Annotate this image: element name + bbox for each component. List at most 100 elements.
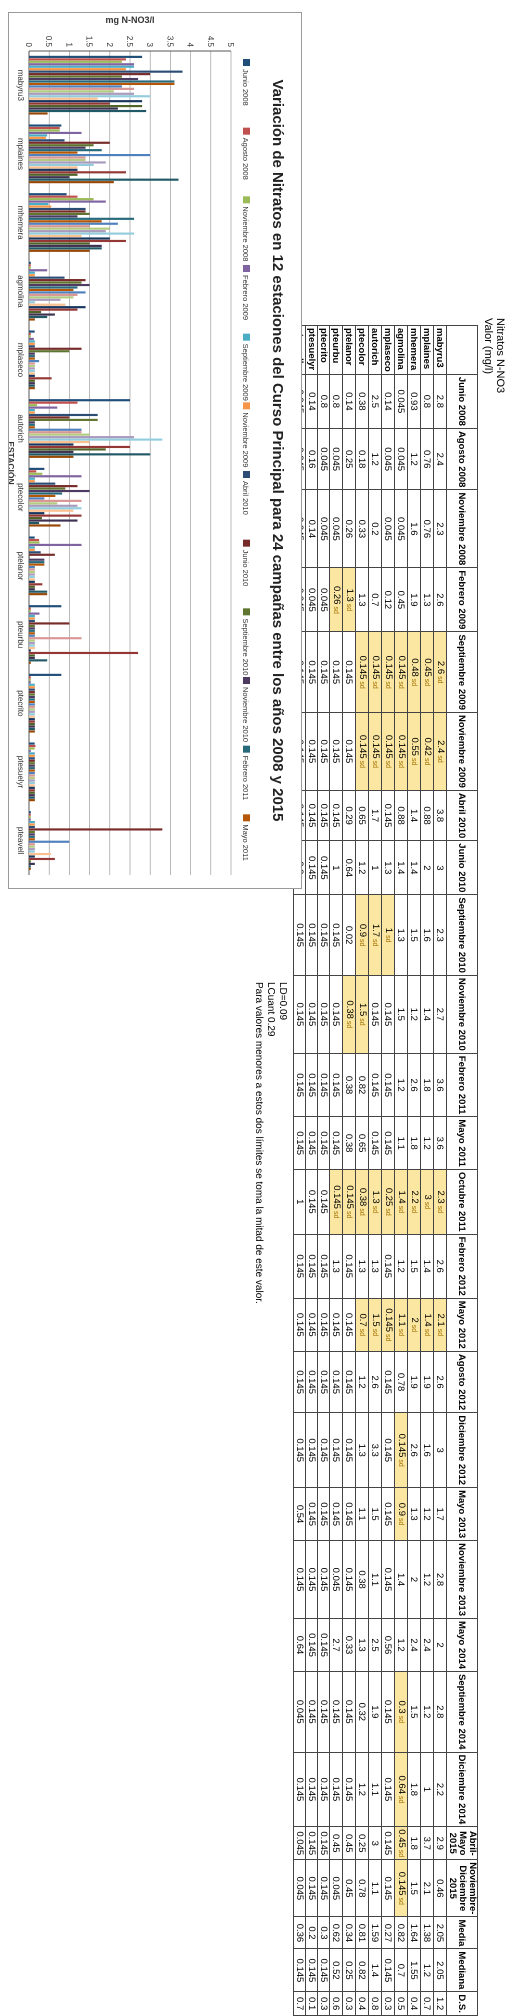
bar	[29, 642, 35, 645]
sd-marker: sd	[397, 1459, 404, 1467]
value-cell: 0.145	[329, 1298, 343, 1352]
bar	[29, 387, 35, 390]
value-cell: 0.145	[342, 631, 356, 713]
bar	[28, 215, 78, 218]
value-cell: 0.25	[355, 1826, 369, 1860]
bar	[29, 769, 35, 772]
value-cell: 2.05	[433, 1948, 447, 1992]
value-cell: 0.145	[305, 1671, 318, 1753]
sd-marker: sd	[358, 939, 365, 947]
value-cell: 0.38	[342, 1053, 356, 1117]
value-cell: 0.145	[381, 1948, 395, 1992]
value-cell: 0.6	[329, 1991, 343, 2016]
value-cell: 1.7sd	[368, 894, 382, 976]
value-cell: 0.145	[381, 975, 395, 1054]
bar	[29, 80, 175, 83]
bar	[29, 538, 40, 542]
bar	[28, 286, 78, 289]
value-cell: 0.145	[342, 1540, 356, 1619]
value-cell: 0.145sd	[342, 1169, 356, 1235]
bar	[28, 448, 106, 451]
bar	[29, 144, 94, 147]
value-cell: 0.26sd	[329, 567, 343, 632]
bar	[28, 401, 78, 404]
table-row: ptesuelyr 0.14 0.16 0.14 0.045 0.145 0.145 0.14…	[305, 325, 318, 2016]
bar	[29, 408, 35, 412]
column-header: D.S.	[446, 1991, 478, 2016]
column-header: Abril-Mayo 2015	[446, 1826, 478, 1860]
bar	[28, 558, 45, 561]
value-cell: 2.6	[433, 567, 447, 632]
value-cell: 1.3	[394, 894, 408, 976]
bar	[28, 134, 48, 137]
bar	[28, 298, 61, 301]
value-cell: 0.145	[293, 1116, 306, 1170]
value-cell: 1.2	[394, 1618, 408, 1672]
bar	[28, 195, 78, 198]
bar	[28, 55, 143, 58]
y-tick-label: 3.5	[165, 36, 174, 48]
bar	[28, 593, 48, 596]
bar	[28, 92, 135, 95]
sd-marker: sd	[345, 1210, 352, 1219]
column-header: Junio 2010	[446, 840, 478, 895]
value-cell: 0.62	[329, 1916, 343, 1949]
value-cell: 3	[433, 1412, 447, 1488]
bar	[29, 141, 110, 144]
bar	[29, 776, 35, 780]
nitrate-chart: Variación de Nitratos en 12 estaciones d…	[8, 12, 302, 889]
bar	[28, 266, 31, 269]
value-cell: 0.145	[317, 1752, 330, 1827]
column-header: Septiembre 2014	[446, 1671, 478, 1753]
value-cell: 2.8	[433, 1671, 447, 1753]
value-cell: 0.36	[293, 1916, 306, 1949]
bar	[29, 181, 114, 184]
value-cell: 0.145	[293, 1298, 306, 1352]
value-cell: 1.3	[368, 1234, 382, 1299]
legend-swatch	[243, 402, 250, 410]
bar	[29, 767, 35, 770]
value-cell: 0.145	[342, 1752, 356, 1827]
bar	[29, 68, 126, 71]
value-cell: 0.145	[317, 1618, 330, 1672]
value-cell: 2.1sd	[433, 1298, 447, 1352]
bar	[29, 656, 35, 659]
value-cell: 0.145	[381, 1752, 395, 1827]
bar	[29, 139, 65, 142]
value-cell: 0.145	[305, 1351, 318, 1413]
station-name-cell: ptecolor	[355, 325, 369, 375]
value-cell: 0.045	[381, 428, 395, 490]
bar	[29, 686, 35, 689]
y-tick-label: 5	[226, 43, 235, 48]
bar	[28, 865, 31, 868]
value-cell: 0.145	[305, 894, 318, 976]
sd-marker: sd	[384, 681, 391, 689]
value-cell: 0.82	[394, 1916, 408, 1949]
x-tick-label: mhemera	[16, 206, 25, 240]
bar	[28, 541, 40, 544]
value-cell: 0.145	[317, 1487, 330, 1541]
bar	[28, 350, 70, 353]
bar	[28, 818, 31, 821]
bar	[28, 87, 135, 90]
value-cell: 0.145	[317, 1234, 330, 1299]
value-cell: 0.145	[342, 1412, 356, 1488]
value-cell: 0.46	[433, 1859, 447, 1917]
bar	[29, 509, 74, 512]
column-header: Abril 2010	[446, 790, 478, 841]
value-cell: 0.4	[407, 1991, 421, 2016]
bar	[29, 759, 35, 762]
value-cell: 0.145	[381, 1859, 395, 1917]
bar	[28, 308, 78, 311]
bar	[29, 517, 42, 520]
value-cell: 1.2	[394, 1234, 408, 1299]
value-cell: 0.045	[293, 1826, 306, 1860]
value-cell: 2.3	[433, 894, 447, 976]
value-cell: 0.145sd	[381, 712, 395, 791]
column-header: Agosto 2008	[446, 428, 478, 490]
bar	[29, 786, 35, 789]
value-cell: 0.145	[293, 1351, 306, 1413]
value-cell: 0.145	[317, 975, 330, 1054]
legend-swatch	[243, 814, 250, 822]
bar	[29, 193, 67, 196]
